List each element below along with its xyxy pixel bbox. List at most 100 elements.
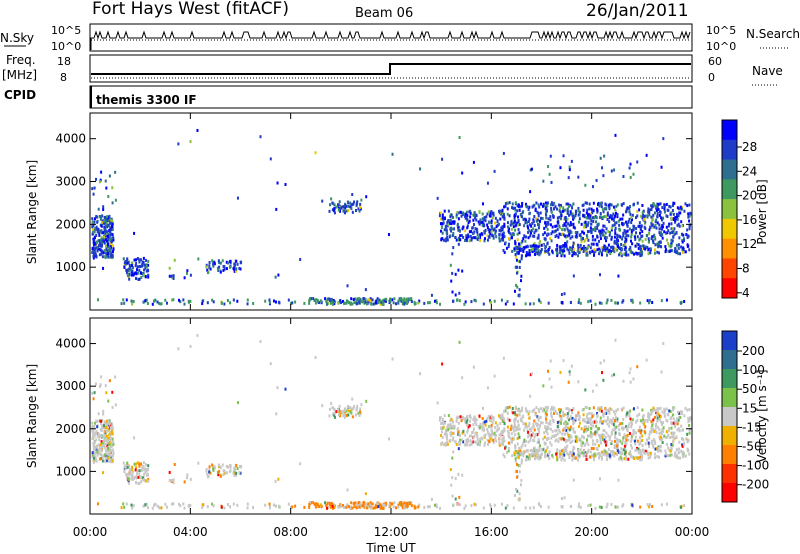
velocity-point (522, 454, 525, 458)
power-point (620, 254, 623, 258)
velocity-point (529, 506, 532, 510)
power-point (572, 244, 575, 248)
power-point (104, 255, 107, 259)
power-point (547, 232, 550, 236)
power-point (414, 302, 417, 306)
velocity-point (246, 502, 249, 506)
power-point (344, 204, 347, 208)
velocity-point (569, 425, 572, 429)
power-point (173, 258, 176, 262)
velocity-point (518, 492, 521, 496)
power-point (135, 261, 138, 265)
power-point (549, 203, 552, 207)
power-point (500, 212, 503, 216)
power-point (544, 221, 547, 225)
velocity-point (125, 466, 128, 470)
velocity-point (108, 379, 111, 383)
power-point (95, 177, 98, 181)
power-point (665, 225, 668, 229)
power-point (572, 274, 575, 278)
power-point (537, 223, 540, 227)
power-point (164, 298, 167, 302)
power-point (114, 198, 117, 202)
power-point (451, 271, 454, 275)
power-point (514, 214, 517, 218)
velocity-point (299, 462, 302, 466)
velocity-point (670, 443, 673, 447)
velocity-point (457, 433, 460, 437)
velocity-point (647, 415, 650, 419)
power-point (449, 222, 452, 226)
power-point (111, 250, 114, 254)
velocity-point (275, 412, 278, 416)
velocity-point (338, 404, 341, 408)
power-point (623, 240, 626, 244)
power-point (601, 228, 604, 232)
velocity-point (561, 414, 564, 418)
velocity-point (516, 450, 519, 454)
power-point (441, 215, 444, 219)
velocity-point (92, 460, 95, 464)
velocity-point (616, 417, 619, 421)
power-point (105, 219, 108, 223)
velocity-point (501, 413, 504, 417)
power-point (473, 223, 476, 227)
power-point (428, 301, 431, 305)
colorbar-swatch (722, 445, 737, 465)
velocity-point (570, 435, 573, 439)
power-point (608, 249, 611, 253)
power-point (451, 299, 454, 303)
power-point (621, 217, 624, 221)
velocity-point (568, 437, 571, 441)
cpid-label: CPID (4, 88, 36, 102)
power-point (545, 208, 548, 212)
velocity-point (398, 502, 401, 506)
power-point (369, 297, 372, 301)
velocity-point (599, 477, 602, 481)
power-point (433, 299, 436, 303)
power-point (147, 263, 150, 267)
power-point (146, 268, 149, 272)
velocity-point (559, 414, 562, 418)
velocity-point (544, 406, 547, 410)
velocity-point (138, 469, 141, 473)
velocity-point (520, 458, 523, 462)
velocity-point (132, 477, 135, 481)
power-point (91, 232, 94, 236)
velocity-point (561, 504, 564, 508)
velocity-point (578, 452, 581, 456)
velocity-point (205, 467, 208, 471)
power-point (618, 253, 621, 257)
velocity-point (469, 419, 472, 423)
velocity-point (514, 449, 517, 453)
velocity-point (410, 501, 413, 505)
velocity-point (650, 441, 653, 445)
velocity-point (608, 410, 611, 414)
power-point (665, 238, 668, 242)
power-point (659, 231, 662, 235)
velocity-point (545, 420, 548, 424)
power-point (517, 219, 520, 223)
power-point (616, 203, 619, 207)
velocity-point (633, 439, 636, 443)
power-point (507, 237, 510, 241)
velocity-point (610, 432, 613, 436)
power-point (561, 252, 564, 256)
power-point (537, 249, 540, 253)
velocity-point (658, 418, 661, 422)
velocity-point (127, 473, 130, 477)
power-point (662, 216, 665, 220)
velocity-point (328, 502, 331, 506)
power-point (92, 228, 95, 232)
velocity-point (547, 437, 550, 441)
power-point (596, 209, 599, 213)
power-point (134, 264, 137, 268)
power-point (514, 265, 517, 269)
velocity-point (216, 470, 219, 474)
power-point (355, 203, 358, 207)
velocity-point (217, 473, 220, 477)
velocity-point (568, 418, 571, 422)
velocity-point (102, 441, 105, 445)
power-point (601, 208, 604, 212)
velocity-point (146, 506, 149, 510)
